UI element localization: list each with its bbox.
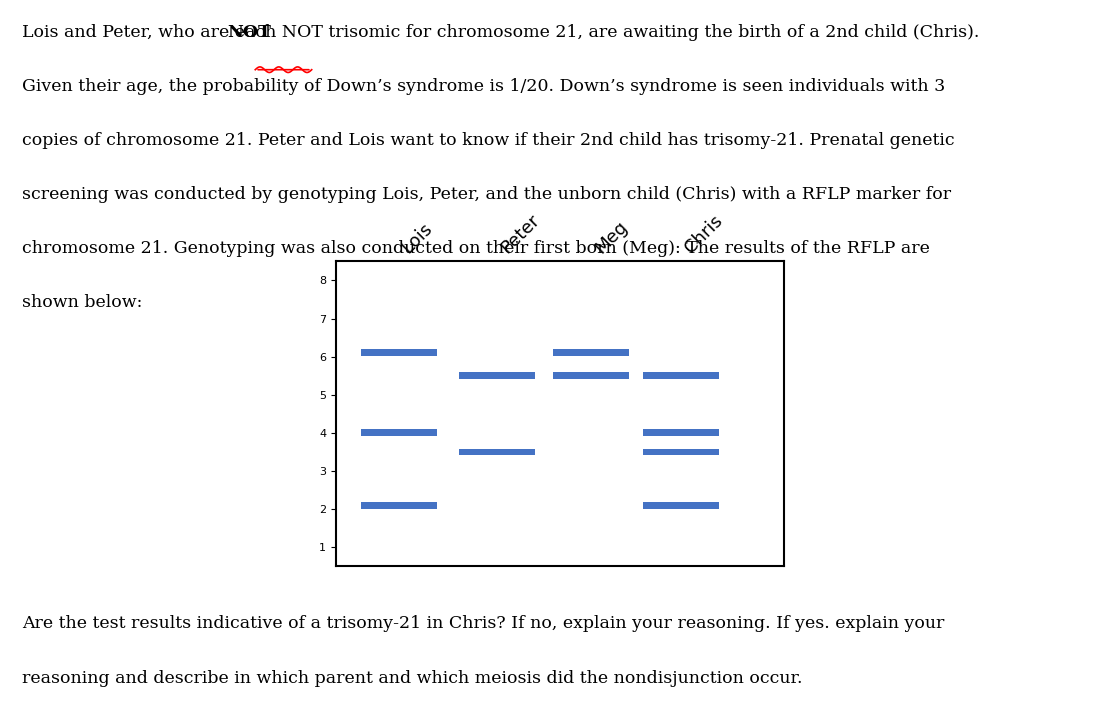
Bar: [553, 372, 629, 379]
Text: Peter: Peter: [497, 211, 543, 257]
Text: screening was conducted by genotyping Lois, Peter, and the unborn child (Chris) : screening was conducted by genotyping Lo…: [22, 187, 952, 203]
Text: reasoning and describe in which parent and which meiosis did the nondisjunction : reasoning and describe in which parent a…: [22, 670, 803, 687]
Text: NOT: NOT: [227, 25, 271, 41]
Bar: [459, 449, 535, 455]
Text: Lois: Lois: [399, 219, 437, 257]
Text: Lois and Peter, who are each NOT trisomic for chromosome 21, are awaiting the bi: Lois and Peter, who are each NOT trisomi…: [22, 25, 980, 41]
Bar: [643, 372, 719, 379]
Text: Are the test results indicative of a trisomy-21 in Chris? If no, explain your re: Are the test results indicative of a tri…: [22, 615, 945, 632]
Text: Given their age, the probability of Down’s syndrome is 1/20. Down’s syndrome is : Given their age, the probability of Down…: [22, 78, 945, 95]
Bar: [643, 430, 719, 436]
Bar: [361, 349, 437, 356]
Bar: [553, 349, 629, 356]
Text: Meg: Meg: [591, 217, 631, 257]
Text: copies of chromosome 21. Peter and Lois want to know if their 2nd child has tris: copies of chromosome 21. Peter and Lois …: [22, 132, 955, 150]
Text: chromosome 21. Genotyping was also conducted on their first born (Meg): The resu: chromosome 21. Genotyping was also condu…: [22, 240, 931, 258]
Text: Lois and Peter, who are each: Lois and Peter, who are each: [22, 25, 282, 41]
Bar: [459, 372, 535, 379]
Bar: [643, 449, 719, 455]
Bar: [361, 502, 437, 509]
Text: Chris: Chris: [681, 211, 726, 257]
Bar: [361, 430, 437, 436]
Bar: [643, 502, 719, 509]
Text: shown below:: shown below:: [22, 295, 142, 311]
